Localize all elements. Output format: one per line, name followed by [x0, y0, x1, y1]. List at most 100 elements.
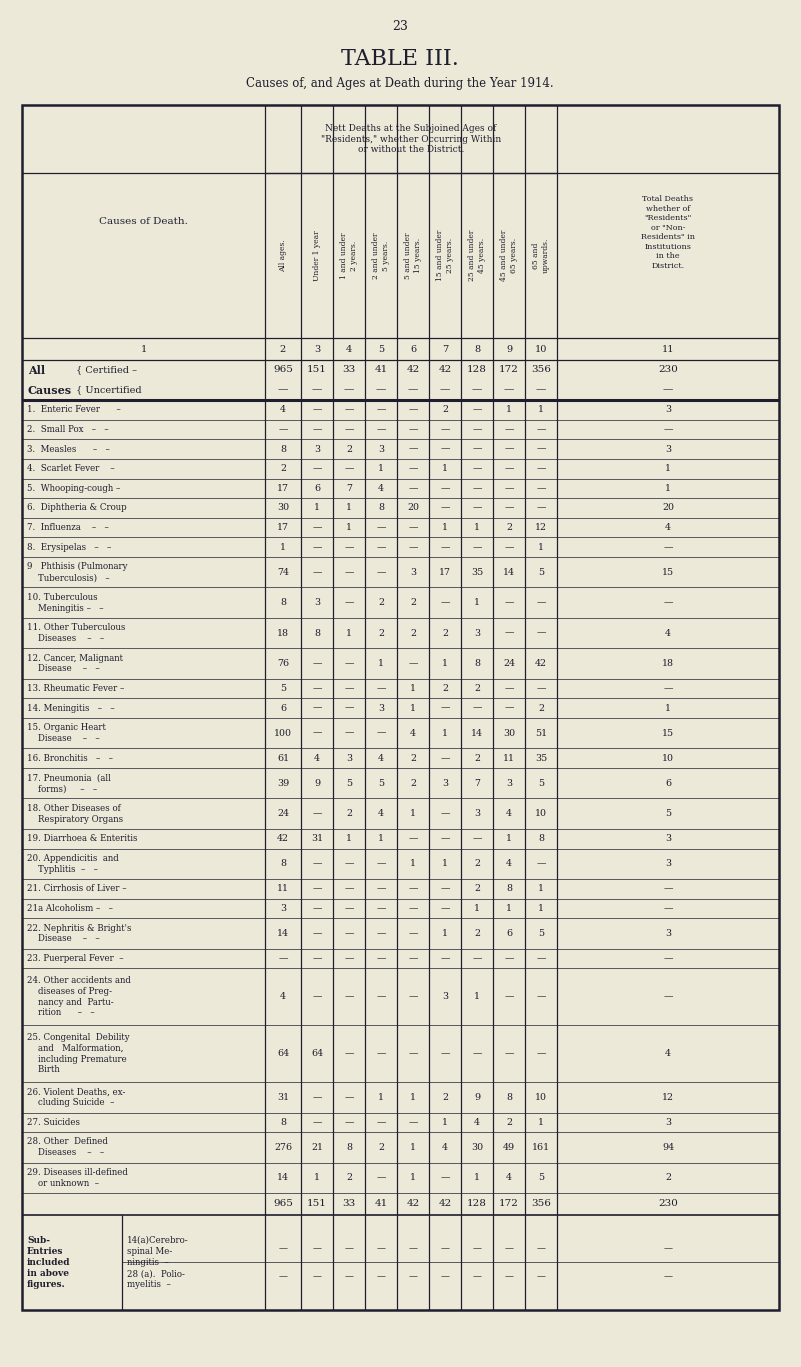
- Text: 21: 21: [311, 1143, 323, 1152]
- Text: 10: 10: [535, 809, 547, 819]
- Text: 3: 3: [314, 444, 320, 454]
- Text: —: —: [312, 729, 322, 738]
- Text: —: —: [312, 465, 322, 473]
- Text: 1: 1: [378, 659, 384, 668]
- Text: 12. Cancer, Malignant
    Disease    –   –: 12. Cancer, Malignant Disease – –: [27, 653, 123, 674]
- Text: 5 and under
15 years.: 5 and under 15 years.: [405, 232, 422, 279]
- Text: 2: 2: [506, 524, 512, 532]
- Text: 3: 3: [665, 860, 671, 868]
- Text: —: —: [409, 1273, 417, 1281]
- Text: —: —: [376, 860, 386, 868]
- Text: 4.  Scarlet Fever    –: 4. Scarlet Fever –: [27, 465, 115, 473]
- Text: —: —: [376, 1273, 385, 1281]
- Text: 30: 30: [277, 503, 289, 513]
- Text: —: —: [441, 503, 449, 513]
- Text: 11. Other Tuberculous
    Diseases    –   –: 11. Other Tuberculous Diseases – –: [27, 623, 126, 642]
- Text: 2: 2: [474, 930, 480, 938]
- Text: 1: 1: [538, 1118, 544, 1126]
- Text: 5: 5: [280, 684, 286, 693]
- Text: —: —: [408, 385, 418, 395]
- Text: 45 and under
65 years.: 45 and under 65 years.: [501, 230, 517, 282]
- Text: 1: 1: [410, 704, 416, 712]
- Text: 1: 1: [410, 1173, 416, 1182]
- Text: 151: 151: [307, 365, 327, 375]
- Text: —: —: [663, 884, 673, 893]
- Text: Total Deaths
whether of
"Residents"
or "Non-
Residents" in
Institutions
in the
D: Total Deaths whether of "Residents" or "…: [641, 195, 695, 269]
- Text: 4: 4: [506, 860, 512, 868]
- Text: —: —: [441, 834, 449, 843]
- Text: 1: 1: [410, 1143, 416, 1152]
- Text: 2: 2: [410, 753, 416, 763]
- Text: —: —: [376, 1118, 386, 1126]
- Text: —: —: [441, 1048, 449, 1058]
- Text: 356: 356: [531, 365, 551, 375]
- Text: 42: 42: [406, 1199, 420, 1208]
- Text: —: —: [663, 904, 673, 913]
- Text: 1: 1: [378, 1092, 384, 1102]
- Text: 14: 14: [277, 1173, 289, 1182]
- Text: 4: 4: [474, 1118, 480, 1126]
- Text: —: —: [376, 425, 386, 433]
- Text: —: —: [663, 599, 673, 607]
- Text: —: —: [344, 684, 354, 693]
- Text: 10: 10: [535, 1092, 547, 1102]
- Text: —: —: [409, 543, 418, 552]
- Text: —: —: [663, 992, 673, 1001]
- Text: 1: 1: [410, 1092, 416, 1102]
- Text: —: —: [312, 567, 322, 577]
- Text: 14(a)Cerebro-
spinal Me-
ningitis  –
28 (a).  Polio-
myelitis  –: 14(a)Cerebro- spinal Me- ningitis – 28 (…: [127, 1236, 188, 1289]
- Text: 8: 8: [474, 344, 480, 354]
- Text: —: —: [312, 954, 322, 962]
- Text: 4: 4: [665, 1048, 671, 1058]
- Text: 1: 1: [442, 465, 448, 473]
- Text: 5: 5: [378, 344, 384, 354]
- Text: —: —: [473, 834, 481, 843]
- Text: —: —: [312, 809, 322, 819]
- Text: 1: 1: [410, 860, 416, 868]
- Text: 8: 8: [346, 1143, 352, 1152]
- Text: —: —: [344, 992, 354, 1001]
- Text: —: —: [473, 484, 481, 493]
- Text: 3: 3: [665, 834, 671, 843]
- Text: —: —: [376, 684, 386, 693]
- Text: Causes: Causes: [28, 384, 72, 395]
- Text: 1: 1: [474, 1173, 480, 1182]
- Text: 28. Other  Defined
    Diseases    –   –: 28. Other Defined Diseases – –: [27, 1137, 108, 1158]
- Text: —: —: [344, 465, 354, 473]
- Text: —: —: [441, 753, 449, 763]
- Text: —: —: [663, 684, 673, 693]
- Text: 24. Other accidents and
    diseases of Preg-
    nancy and  Partu-
    rition  : 24. Other accidents and diseases of Preg…: [27, 976, 131, 1017]
- Text: —: —: [473, 465, 481, 473]
- Text: 6.  Diphtheria & Croup: 6. Diphtheria & Croup: [27, 503, 127, 513]
- Text: —: —: [473, 543, 481, 552]
- Text: —: —: [663, 1273, 673, 1281]
- Text: 3: 3: [410, 567, 416, 577]
- Text: —: —: [312, 992, 322, 1001]
- Text: 8: 8: [280, 444, 286, 454]
- Text: —: —: [536, 992, 545, 1001]
- Text: 74: 74: [277, 567, 289, 577]
- Text: 6: 6: [665, 779, 671, 787]
- Text: —: —: [441, 484, 449, 493]
- Text: —: —: [441, 1273, 449, 1281]
- Text: —: —: [409, 1118, 418, 1126]
- Text: 8: 8: [506, 884, 512, 893]
- Text: 4: 4: [378, 753, 384, 763]
- Text: 7.  Influenza    –   –: 7. Influenza – –: [27, 524, 109, 532]
- Text: —: —: [312, 1092, 322, 1102]
- Text: —: —: [473, 1048, 481, 1058]
- Text: —: —: [473, 405, 481, 414]
- Text: 5: 5: [538, 567, 544, 577]
- Text: 6: 6: [506, 930, 512, 938]
- Text: —: —: [278, 954, 288, 962]
- Text: 2: 2: [442, 1092, 448, 1102]
- Text: —: —: [344, 1048, 354, 1058]
- Text: 8: 8: [538, 834, 544, 843]
- Text: —: —: [344, 543, 354, 552]
- Text: —: —: [376, 954, 386, 962]
- Text: —: —: [409, 904, 418, 913]
- Text: —: —: [505, 704, 513, 712]
- Text: 1: 1: [346, 503, 352, 513]
- Text: —: —: [409, 484, 418, 493]
- Text: 4: 4: [280, 405, 286, 414]
